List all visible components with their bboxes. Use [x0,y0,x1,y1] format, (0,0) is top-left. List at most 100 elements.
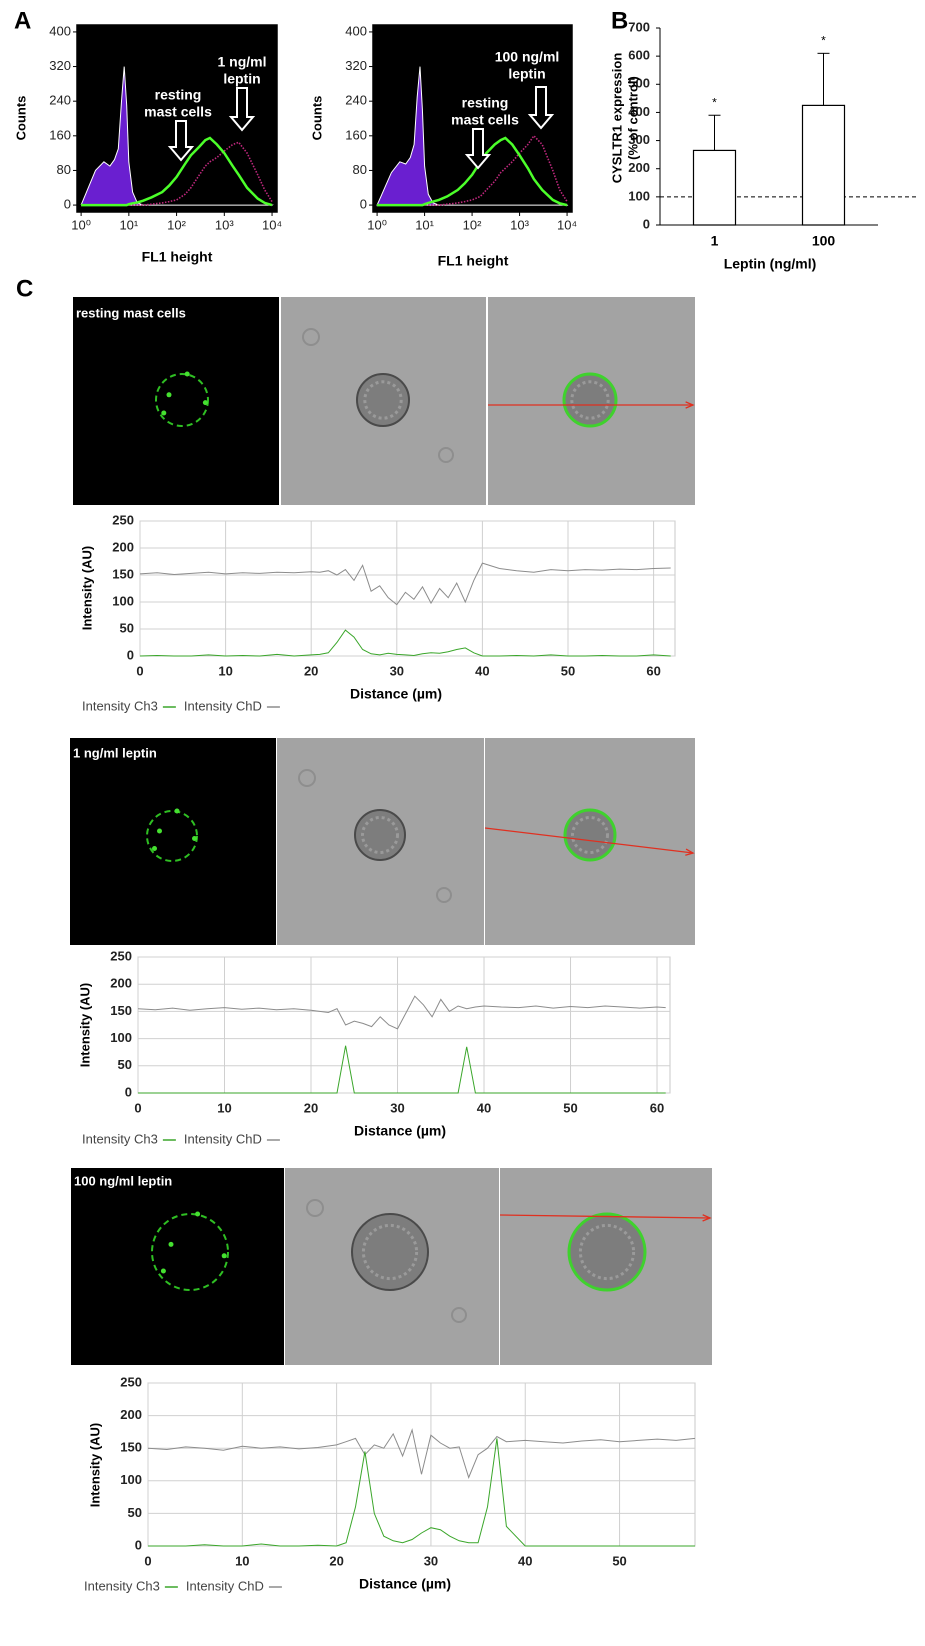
y-axis-label: Intensity (AU) [79,546,94,631]
annotation: mast cells [144,104,212,120]
y-tick-label: 320 [49,58,71,73]
x-axis-label: Distance (µm) [350,686,442,702]
annotation: resting [155,87,202,103]
y-tick-label: 250 [110,948,132,963]
histogram-area [376,66,569,207]
intensity-line [139,629,671,657]
profile-arrowhead [685,401,695,409]
y-tick-label: 400 [628,104,650,119]
x-tick-label: 100 [812,233,836,249]
y-axis-label: Intensity (AU) [87,1423,102,1508]
y-tick-label: 50 [118,1057,132,1072]
signal-spot [161,410,167,416]
y-axis-label: CYSLTR1 expression [609,53,624,184]
legend-label: Intensity ChD [184,1131,262,1146]
x-tick-label: 10⁴ [262,217,282,232]
background-particle [298,769,316,787]
cell-membrane-signal [146,810,198,862]
plot-frame [76,24,278,213]
x-tick-label: 10² [167,217,186,232]
y-tick-label: 160 [49,127,71,142]
fluorescence-image [73,297,279,505]
image-caption: 100 ng/ml leptin [74,1173,172,1188]
y-tick-label: 200 [120,1407,142,1422]
annotation: leptin [223,71,260,87]
x-tick-label: 10⁰ [71,217,91,232]
cell-texture [578,1223,636,1281]
x-axis-label: Distance (µm) [359,1576,451,1592]
profile-line [484,827,694,854]
x-tick-label: 30 [390,1100,404,1115]
x-tick-label: 10⁰ [367,217,387,232]
y-axis-label: Counts [13,96,28,141]
signal-spot [192,836,197,841]
annotation: leptin [508,66,545,82]
x-axis-label: Leptin (ng/ml) [724,256,817,272]
significance-label: * [821,34,826,48]
annotation: resting [462,95,509,111]
x-tick-label: 50 [563,1100,577,1115]
cell-membrane-signal [151,1213,229,1291]
y-tick-label: 250 [112,512,134,527]
signal-spot [221,1253,227,1259]
x-axis-label: FL1 height [142,249,213,265]
intensity-line [147,1428,696,1479]
x-tick-label: 50 [561,663,575,678]
y-tick-label: 150 [120,1440,142,1455]
legend-label: Intensity Ch3 [84,1578,160,1593]
significance-label: * [712,95,717,109]
signal-spot [160,1268,166,1274]
plot-frame [372,24,573,213]
y-tick-label: 100 [628,188,650,203]
cell-texture [570,380,610,420]
intensity-line [139,562,671,606]
y-tick-label: 300 [628,132,650,147]
y-tick-label: 250 [120,1374,142,1389]
y-tick-label: 80 [353,162,367,177]
panel-label: C [16,275,33,302]
x-tick-label: 20 [329,1553,343,1568]
y-tick-label: 400 [345,23,367,38]
x-tick-label: 60 [646,663,660,678]
signal-spot [157,828,162,834]
cell-membrane-signal [155,373,209,427]
x-tick-label: 10 [235,1553,249,1568]
profile-line [499,1214,711,1219]
plot-area [147,1382,696,1547]
x-tick-label: 60 [650,1100,664,1115]
annotation-arrow [464,128,492,170]
x-tick-label: 30 [424,1553,438,1568]
fluorescence-image [70,738,276,945]
x-axis-label: Distance (µm) [354,1123,446,1139]
y-tick-label: 50 [120,620,134,635]
histogram-line [81,136,273,207]
annotation-arrow [228,87,256,132]
x-tick-label: 40 [475,663,489,678]
y-tick-label: 0 [643,216,650,231]
x-tick-label: 40 [477,1100,491,1115]
x-tick-label: 10³ [215,217,234,232]
signal-spot [168,1241,174,1247]
signal-spot [166,392,172,398]
x-tick-label: 20 [304,663,318,678]
y-tick-label: 100 [112,593,134,608]
cell-texture [363,380,403,420]
x-tick-label: 20 [304,1100,318,1115]
annotation: mast cells [451,112,519,128]
y-tick-label: 700 [628,19,650,34]
x-axis-label: FL1 height [438,253,509,269]
signal-spot [184,371,190,377]
cell-texture [361,1223,419,1281]
bar [692,149,737,226]
intensity-line [148,1438,695,1547]
y-tick-label: 200 [112,539,134,554]
bar [801,104,846,226]
annotation: 100 ng/ml [495,49,560,65]
legend-label: Intensity Ch3 [82,1131,158,1146]
x-tick-label: 10³ [510,217,529,232]
y-tick-label: 100 [120,1472,142,1487]
background-particle [438,447,454,463]
annotation: 1 ng/ml [217,54,266,70]
x-tick-label: 0 [134,1100,141,1115]
y-tick-label: 80 [57,162,71,177]
